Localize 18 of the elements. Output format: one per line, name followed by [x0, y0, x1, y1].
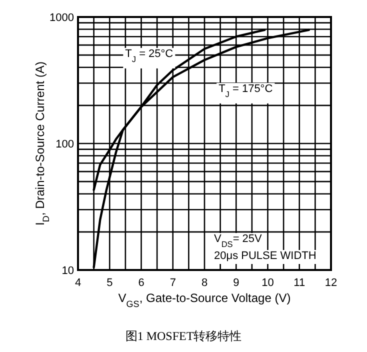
- annotation: 20μs PULSE WIDTH: [214, 250, 316, 262]
- x-axis-title: V$_{GS}$, Gate-to-Source Voltage (V): [118, 291, 291, 309]
- y-tick-label: 10: [62, 265, 74, 277]
- x-tick-label: 5: [106, 277, 113, 289]
- annotation: V$_{DS}$= 25V: [214, 233, 263, 248]
- x-tick-label: 4: [74, 277, 82, 289]
- x-tick-label: 7: [170, 277, 176, 289]
- x-tick-label: 8: [201, 277, 208, 289]
- x-tick-label: 11: [294, 277, 306, 289]
- x-tick-label: 10: [262, 277, 274, 289]
- caption: 图1 MOSFET转移特性: [125, 329, 242, 343]
- text: T$_{J}$ = 175°C: [218, 82, 273, 98]
- series-label: T$_{J}$ = 25°C: [125, 48, 174, 64]
- x-tick-label: 12: [324, 277, 338, 289]
- x-tick-label: 9: [233, 277, 240, 289]
- y-tick-label: 1000: [50, 12, 74, 24]
- x-tick-label: 6: [138, 277, 144, 289]
- y-tick-label: 100: [56, 138, 74, 150]
